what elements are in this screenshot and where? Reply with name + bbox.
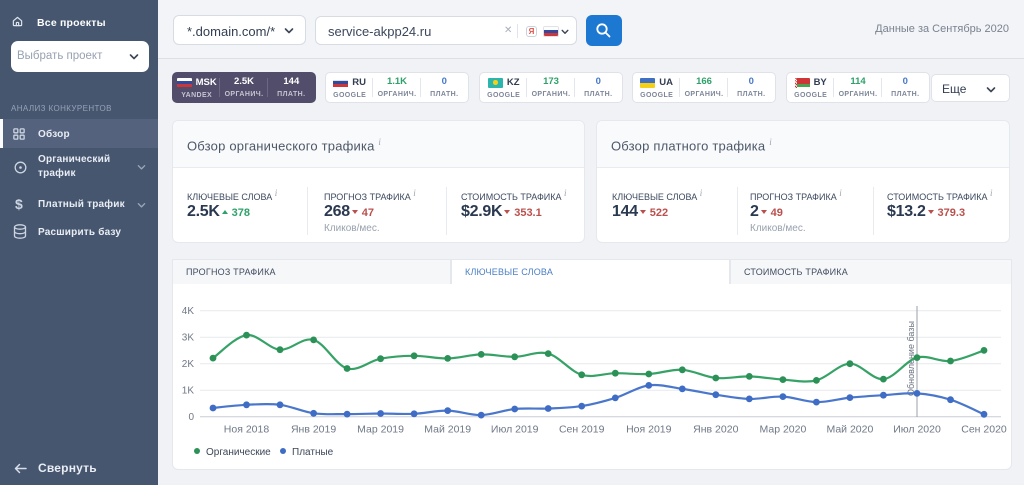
svg-text:0: 0 <box>188 412 194 423</box>
svg-text:1K: 1K <box>182 386 195 397</box>
svg-text:Май 2020: Май 2020 <box>826 424 873 436</box>
svg-text:Июл 2019: Июл 2019 <box>491 424 539 436</box>
svg-text:Янв 2020: Янв 2020 <box>693 424 738 436</box>
svg-text:3K: 3K <box>182 333 195 344</box>
svg-text:Сен 2020: Сен 2020 <box>961 424 1007 436</box>
svg-text:4K: 4K <box>182 306 195 317</box>
svg-text:Обновление базы: Обновление базы <box>906 321 916 396</box>
svg-text:Мар 2019: Мар 2019 <box>357 424 404 436</box>
svg-text:Май 2019: Май 2019 <box>424 424 471 436</box>
svg-text:2K: 2K <box>182 359 195 370</box>
svg-text:Сен 2019: Сен 2019 <box>559 424 605 436</box>
svg-text:Мар 2020: Мар 2020 <box>759 424 806 436</box>
svg-text:Ноя 2018: Ноя 2018 <box>224 424 270 436</box>
svg-text:Ноя 2019: Ноя 2019 <box>626 424 672 436</box>
svg-text:Янв 2019: Янв 2019 <box>291 424 336 436</box>
svg-text:Июл 2020: Июл 2020 <box>893 424 941 436</box>
